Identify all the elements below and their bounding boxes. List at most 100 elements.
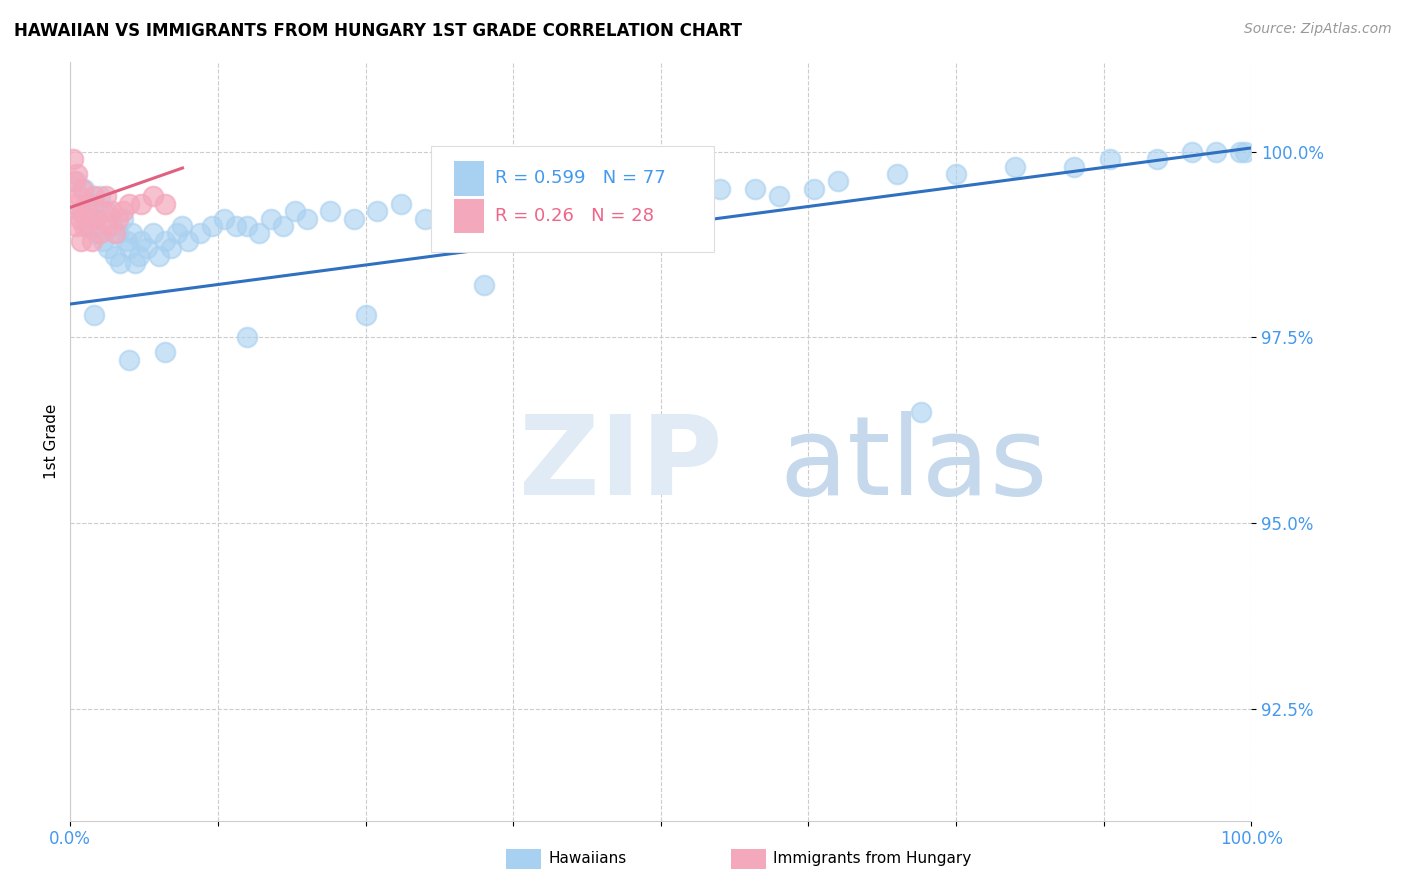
- Point: [1146, 152, 1168, 166]
- Point: [108, 256, 131, 270]
- Point: [945, 167, 967, 181]
- Text: Source: ZipAtlas.com: Source: ZipAtlas.com: [1244, 22, 1392, 37]
- Point: [124, 256, 146, 270]
- Point: [97, 241, 120, 255]
- Point: [62, 152, 84, 166]
- Point: [129, 234, 152, 248]
- Point: [484, 204, 506, 219]
- Point: [63, 174, 86, 188]
- Point: [295, 211, 318, 226]
- Point: [65, 219, 87, 233]
- Point: [112, 204, 135, 219]
- Point: [65, 174, 87, 188]
- Point: [159, 241, 181, 255]
- Point: [910, 405, 932, 419]
- Point: [1181, 145, 1204, 159]
- FancyBboxPatch shape: [430, 145, 714, 252]
- Bar: [454, 199, 484, 234]
- Point: [76, 196, 98, 211]
- Point: [1004, 160, 1026, 174]
- Point: [212, 211, 235, 226]
- Point: [827, 174, 849, 188]
- Point: [1229, 145, 1251, 159]
- Point: [97, 219, 120, 233]
- Point: [73, 219, 96, 233]
- Text: Hawaiians: Hawaiians: [548, 852, 627, 866]
- Point: [121, 227, 143, 241]
- Point: [66, 167, 89, 181]
- Point: [319, 204, 342, 219]
- Text: R = 0.26   N = 28: R = 0.26 N = 28: [495, 207, 654, 226]
- Point: [153, 234, 176, 248]
- Point: [236, 219, 259, 233]
- Point: [626, 189, 648, 203]
- Point: [80, 196, 103, 211]
- Point: [602, 196, 624, 211]
- Point: [437, 204, 460, 219]
- Text: ZIP: ZIP: [519, 411, 723, 517]
- Point: [284, 204, 307, 219]
- Point: [148, 249, 170, 263]
- Point: [271, 219, 294, 233]
- Text: Immigrants from Hungary: Immigrants from Hungary: [773, 852, 972, 866]
- Point: [118, 196, 141, 211]
- Point: [118, 241, 141, 255]
- Point: [531, 204, 554, 219]
- Point: [188, 227, 211, 241]
- Point: [803, 182, 825, 196]
- Point: [247, 227, 270, 241]
- Point: [94, 189, 117, 203]
- Point: [73, 182, 96, 196]
- Point: [1234, 145, 1257, 159]
- Point: [100, 219, 122, 233]
- Point: [555, 196, 578, 211]
- Point: [166, 227, 188, 241]
- Point: [89, 189, 111, 203]
- Point: [107, 227, 129, 241]
- Point: [153, 345, 176, 359]
- Point: [579, 189, 602, 203]
- Point: [69, 211, 91, 226]
- Point: [413, 211, 436, 226]
- Point: [94, 204, 117, 219]
- Point: [67, 189, 90, 203]
- Point: [744, 182, 766, 196]
- Text: R = 0.599   N = 77: R = 0.599 N = 77: [495, 169, 666, 187]
- Point: [107, 211, 129, 226]
- Point: [70, 234, 93, 248]
- Point: [89, 227, 111, 241]
- Point: [136, 241, 159, 255]
- Bar: [454, 161, 484, 195]
- Point: [153, 196, 176, 211]
- Point: [142, 189, 165, 203]
- Point: [225, 219, 247, 233]
- Text: atlas: atlas: [779, 411, 1047, 517]
- Point: [354, 308, 377, 322]
- Point: [63, 196, 86, 211]
- Point: [260, 211, 283, 226]
- Point: [389, 196, 412, 211]
- Point: [104, 227, 127, 241]
- Point: [472, 278, 495, 293]
- Point: [366, 204, 388, 219]
- Point: [80, 234, 103, 248]
- Point: [93, 204, 115, 219]
- Point: [84, 211, 107, 226]
- Point: [77, 211, 100, 226]
- Point: [118, 352, 141, 367]
- Point: [84, 227, 107, 241]
- Point: [83, 189, 105, 203]
- Point: [1098, 152, 1121, 166]
- Point: [129, 196, 152, 211]
- Point: [461, 196, 484, 211]
- Point: [650, 189, 672, 203]
- Point: [70, 204, 93, 219]
- Point: [1205, 145, 1227, 159]
- Point: [886, 167, 908, 181]
- Point: [112, 211, 135, 226]
- Point: [768, 189, 790, 203]
- Point: [172, 219, 194, 233]
- Point: [93, 234, 115, 248]
- Point: [1063, 160, 1085, 174]
- Point: [104, 249, 127, 263]
